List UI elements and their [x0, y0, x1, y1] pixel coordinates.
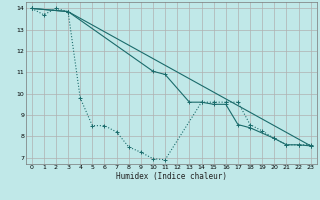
X-axis label: Humidex (Indice chaleur): Humidex (Indice chaleur) [116, 172, 227, 181]
